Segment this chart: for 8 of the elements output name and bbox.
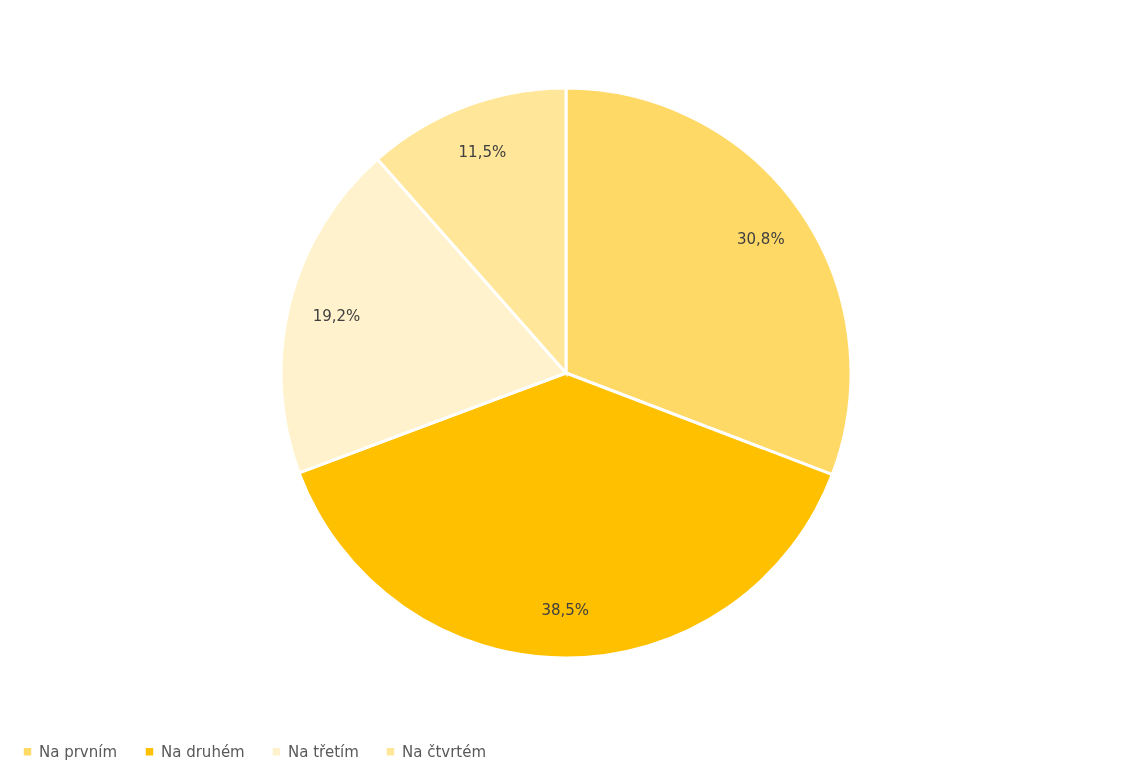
data-label: 38,5% <box>541 600 590 619</box>
legend-label: Na čtvrtém <box>402 742 487 761</box>
data-label: 11,5% <box>458 142 507 161</box>
data-label: 19,2% <box>312 306 361 325</box>
data-label: 30,8% <box>736 229 785 248</box>
legend-label: Na prvním <box>39 742 118 761</box>
legend-label: Na třetím <box>288 742 359 761</box>
legend-label: Na druhém <box>161 742 245 761</box>
